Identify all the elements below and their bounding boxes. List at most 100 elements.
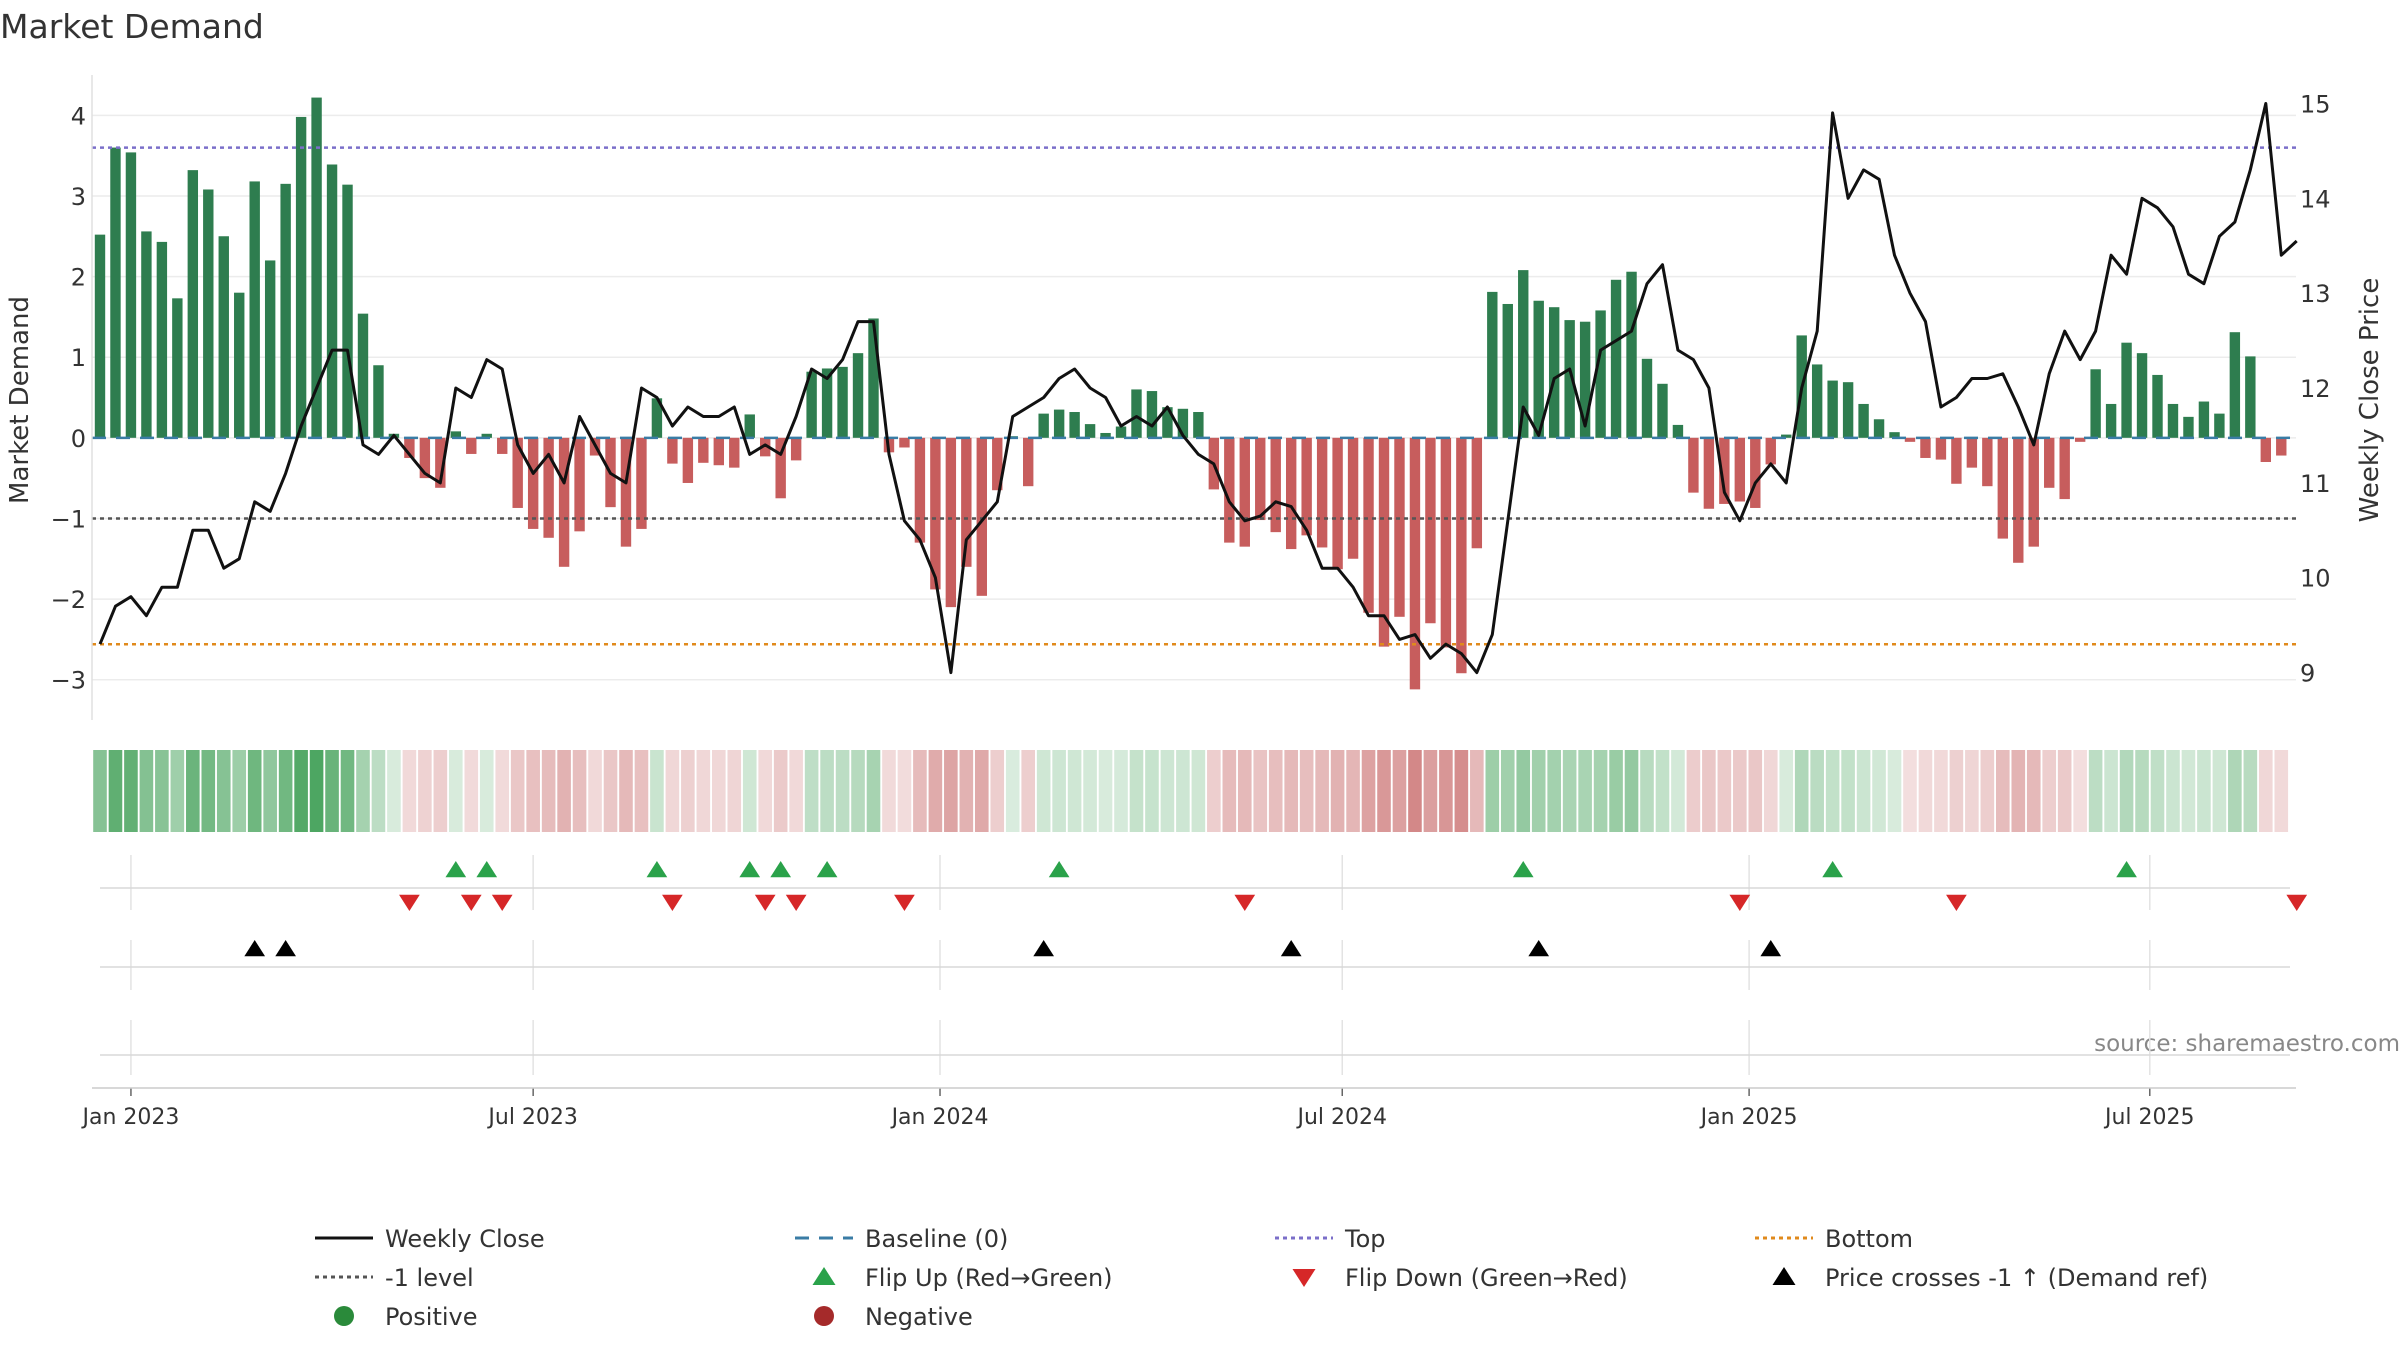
demand-bar — [1193, 412, 1204, 438]
demand-bar — [311, 97, 322, 438]
demand-bar — [2276, 437, 2287, 456]
demand-bar — [1811, 364, 1823, 438]
heat-cell — [1315, 750, 1329, 832]
heat-cell — [1918, 750, 1933, 832]
flip-down-marker — [460, 894, 482, 911]
heat-cell — [1903, 750, 1917, 832]
legend-swatch — [814, 1306, 834, 1326]
heat-cell — [449, 750, 463, 832]
heat-cell — [247, 750, 262, 832]
flip-down-marker — [491, 894, 513, 911]
flip-down-marker — [1729, 894, 1751, 911]
heat-cell — [619, 750, 633, 832]
demand-bar — [156, 241, 168, 438]
heat-cell — [1083, 750, 1097, 832]
demand-bar — [1316, 437, 1328, 548]
heat-cell — [1810, 750, 1824, 832]
demand-bar — [1502, 303, 1513, 438]
heat-cell — [387, 750, 401, 832]
demand-bars — [94, 97, 2287, 690]
heat-cell — [232, 750, 247, 832]
demand-bar — [1069, 412, 1080, 438]
demand-bar — [682, 437, 694, 483]
heat-cell — [263, 750, 277, 832]
heat-cell — [1593, 750, 1608, 832]
demand-bar — [172, 298, 183, 438]
flip-up-marker — [476, 861, 498, 878]
demand-bar — [1053, 409, 1065, 438]
demand-bar — [1688, 437, 1699, 493]
demand-bar — [1889, 432, 1900, 438]
demand-bar — [914, 437, 926, 543]
demand-bar — [1657, 383, 1668, 438]
demand-bar — [945, 437, 957, 608]
heat-cell — [1036, 750, 1051, 832]
demand-bar — [852, 353, 864, 438]
y-axis-right-label: Weekly Close Price — [2355, 278, 2385, 523]
weekly-close-line — [98, 102, 2298, 675]
heat-cell — [1052, 750, 1066, 832]
x-tick-label: Jan 2025 — [1699, 1105, 1798, 1130]
demand-bar — [1533, 300, 1544, 438]
heat-cell — [1346, 750, 1360, 832]
demand-bar — [760, 437, 771, 457]
heat-cell — [1794, 750, 1809, 832]
heat-cell — [1640, 750, 1654, 832]
heat-cell — [696, 750, 711, 832]
demand-bar — [1023, 437, 1034, 487]
demand-bar — [1595, 310, 1606, 438]
y-tick-right: 9 — [2300, 660, 2315, 688]
legend-label: Negative — [865, 1303, 973, 1331]
flip-down-marker — [662, 894, 683, 911]
demand-bar — [2090, 369, 2101, 438]
heat-cell — [216, 750, 231, 832]
heat-cell — [139, 750, 154, 832]
heat-cell — [1856, 750, 1871, 832]
close-line-layer — [98, 102, 2298, 675]
legend: Weekly Close Baseline (0) Top Bottom -1 leve… — [315, 1225, 2208, 1331]
heat-cell — [1949, 750, 1964, 832]
demand-bar — [295, 116, 307, 438]
heat-cell — [959, 750, 974, 832]
demand-bar — [326, 164, 338, 438]
demand-bar — [1750, 437, 1761, 508]
signal-markers — [244, 861, 2308, 957]
heat-cell — [1361, 750, 1376, 832]
heat-cell — [340, 750, 355, 832]
demand-bar — [1456, 437, 1467, 674]
price-cross-marker — [1033, 940, 1055, 957]
x-tick-label: Jul 2025 — [2103, 1105, 2195, 1130]
flip-up-marker — [1048, 861, 1070, 878]
legend-swatch — [812, 1267, 836, 1285]
heat-cell — [2228, 750, 2242, 832]
demand-bar — [821, 368, 833, 438]
flip-down-marker — [894, 894, 915, 911]
heat-cell — [93, 750, 107, 832]
heat-cell — [1763, 750, 1778, 832]
demand-bar — [1827, 380, 1838, 438]
demand-bar — [1146, 391, 1158, 438]
demand-bar — [713, 437, 724, 466]
reference-lines — [92, 146, 2296, 646]
heat-cell — [1377, 750, 1391, 832]
demand-bar — [667, 437, 678, 464]
heat-cell — [2057, 750, 2072, 832]
heat-cell — [2026, 750, 2041, 832]
demand-bar — [2229, 332, 2241, 438]
demand-bar — [203, 189, 214, 438]
heat-cell — [1624, 750, 1639, 832]
demand-bar — [280, 183, 291, 438]
heat-cell — [990, 750, 1005, 832]
heat-cell — [510, 750, 525, 832]
demand-bar — [1904, 437, 1916, 442]
demand-bar — [1518, 270, 1529, 438]
demand-bar — [1285, 437, 1297, 550]
heat-cell — [1114, 750, 1128, 832]
demand-bar — [1224, 437, 1235, 543]
heat-cell — [804, 750, 819, 832]
heat-cell — [2011, 750, 2026, 832]
flip-down-marker — [2286, 894, 2308, 911]
demand-bar — [218, 236, 229, 438]
